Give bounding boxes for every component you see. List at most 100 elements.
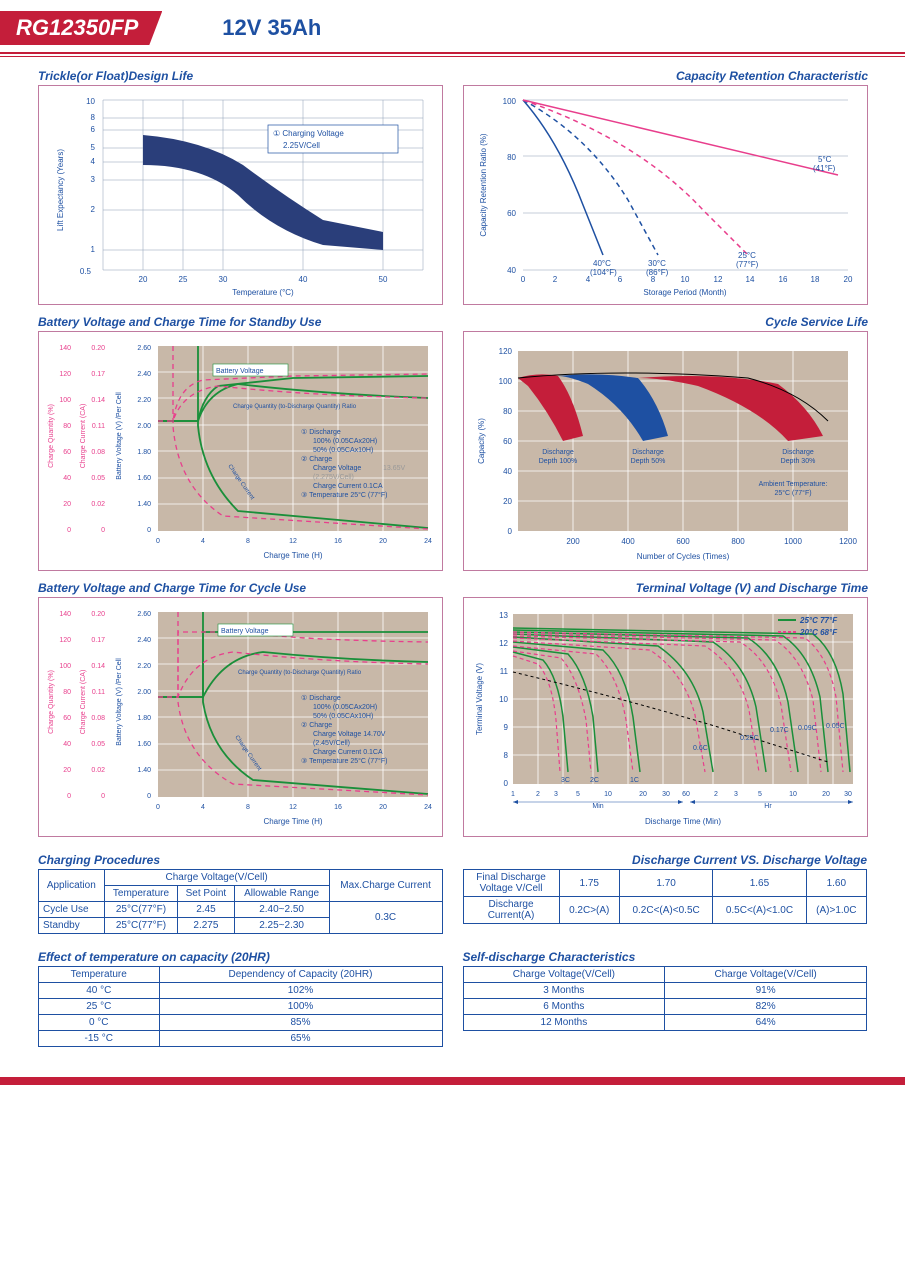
svg-text:100% (0.05CAx20H): 100% (0.05CAx20H) — [313, 704, 377, 711]
svg-text:0.05: 0.05 — [91, 475, 105, 482]
svg-text:20: 20 — [139, 275, 148, 284]
svg-text:0.14: 0.14 — [91, 397, 105, 404]
svg-text:100: 100 — [59, 397, 71, 404]
svg-text:10: 10 — [499, 695, 508, 704]
svg-text:0: 0 — [504, 779, 509, 788]
svg-text:120: 120 — [59, 371, 71, 378]
table-row: -15 °C65% — [39, 1031, 443, 1047]
svg-text:Charge Current (CA): Charge Current (CA) — [80, 404, 87, 469]
svg-text:10: 10 — [681, 275, 690, 284]
svg-text:5: 5 — [91, 143, 96, 152]
svg-text:Storage Period (Month): Storage Period (Month) — [643, 288, 726, 297]
svg-text:12: 12 — [289, 538, 297, 545]
svg-text:③ Temperature 25°C (77°F): ③ Temperature 25°C (77°F) — [301, 757, 387, 765]
svg-text:Min: Min — [592, 803, 603, 810]
svg-text:10: 10 — [86, 97, 95, 106]
svg-text:4: 4 — [91, 157, 96, 166]
table-row: Final Discharge Voltage V/Cell 1.75 1.70… — [463, 870, 867, 897]
svg-text:400: 400 — [621, 537, 635, 546]
svg-text:140: 140 — [59, 611, 71, 618]
svg-text:40: 40 — [299, 275, 308, 284]
svg-text:24: 24 — [424, 538, 432, 545]
svg-text:Charge Voltage: Charge Voltage — [313, 465, 361, 472]
svg-text:800: 800 — [731, 537, 745, 546]
table-title-discharge: Discharge Current VS. Discharge Voltage — [463, 853, 868, 867]
svg-text:Charge Quantity (to-Discharge: Charge Quantity (to-Discharge Quantity) … — [238, 670, 362, 676]
svg-text:20: 20 — [379, 538, 387, 545]
svg-text:600: 600 — [676, 537, 690, 546]
svg-text:4: 4 — [201, 538, 205, 545]
table-row: Cycle Use 25°C(77°F) 2.45 2.40~2.50 0.3C — [39, 902, 443, 918]
svg-text:(77°F): (77°F) — [736, 260, 759, 269]
svg-text:80: 80 — [63, 689, 71, 696]
svg-text:24: 24 — [424, 804, 432, 811]
svg-text:25: 25 — [179, 275, 188, 284]
svg-text:(2.45V/Cell): (2.45V/Cell) — [313, 740, 350, 747]
svg-text:0.5: 0.5 — [80, 267, 92, 276]
svg-text:40°C: 40°C — [593, 259, 611, 268]
svg-text:6: 6 — [91, 125, 96, 134]
svg-text:8: 8 — [91, 113, 96, 122]
svg-text:50% (0.05CAx10H): 50% (0.05CAx10H) — [313, 713, 373, 720]
svg-text:40: 40 — [63, 741, 71, 748]
svg-text:12: 12 — [499, 639, 508, 648]
svg-text:1.60: 1.60 — [137, 741, 151, 748]
chart-cycle: Battery Voltage Charge Quantity (to-Disc… — [38, 597, 443, 837]
header-banner: RG12350FP 12V 35Ah — [0, 8, 905, 48]
svg-text:16: 16 — [779, 275, 788, 284]
svg-text:2: 2 — [91, 205, 96, 214]
svg-text:0: 0 — [101, 527, 105, 534]
svg-text:Charge Quantity (%): Charge Quantity (%) — [48, 404, 55, 468]
svg-text:1000: 1000 — [784, 537, 802, 546]
table-title-charging: Charging Procedures — [38, 853, 443, 867]
svg-text:2.00: 2.00 — [137, 689, 151, 696]
chart-retention: 40°C (104°F) 30°C (86°F) 25°C (77°F) 5°C… — [463, 85, 868, 305]
svg-text:25°C 77°F: 25°C 77°F — [799, 616, 838, 625]
chart-terminal: 3C2C1C 0.6C0.25C 0.17C0.09C0.05C 25°C 77… — [463, 597, 868, 837]
svg-text:60: 60 — [507, 209, 516, 218]
svg-text:12: 12 — [714, 275, 723, 284]
svg-text:9: 9 — [504, 723, 509, 732]
svg-text:Capacity Retention Ratio (%): Capacity Retention Ratio (%) — [479, 133, 488, 236]
svg-text:10: 10 — [789, 791, 797, 798]
svg-text:100: 100 — [499, 377, 513, 386]
svg-text:Discharge: Discharge — [782, 449, 814, 456]
svg-text:Lift Expectancy (Years): Lift Expectancy (Years) — [56, 149, 65, 231]
svg-text:Battery Voltage: Battery Voltage — [216, 368, 264, 375]
svg-text:② Charge: ② Charge — [301, 721, 332, 729]
svg-text:Charge Current 0.1CA: Charge Current 0.1CA — [313, 483, 383, 490]
svg-text:40: 40 — [503, 467, 512, 476]
svg-text:3: 3 — [734, 791, 738, 798]
svg-text:0.14: 0.14 — [91, 663, 105, 670]
svg-text:0: 0 — [101, 793, 105, 800]
svg-text:1: 1 — [91, 245, 96, 254]
svg-text:100% (0.05CAx20H): 100% (0.05CAx20H) — [313, 438, 377, 445]
svg-text:30°C: 30°C — [648, 259, 666, 268]
table-charging: Application Charge Voltage(V/Cell) Max.C… — [38, 869, 443, 934]
svg-text:2.00: 2.00 — [137, 423, 151, 430]
svg-text:(41°F): (41°F) — [813, 164, 836, 173]
svg-text:Depth 50%: Depth 50% — [631, 458, 666, 465]
svg-text:40: 40 — [63, 475, 71, 482]
svg-text:20: 20 — [63, 767, 71, 774]
table-row: Discharge Current(A) 0.2C>(A) 0.2C<(A)<0… — [463, 897, 867, 924]
svg-text:1.40: 1.40 — [137, 501, 151, 508]
svg-text:Charge Voltage 14.70V: Charge Voltage 14.70V — [313, 731, 386, 738]
svg-text:30: 30 — [219, 275, 228, 284]
svg-text:60: 60 — [63, 715, 71, 722]
svg-text:Charge Current (CA): Charge Current (CA) — [80, 670, 87, 735]
svg-text:(104°F): (104°F) — [590, 268, 617, 277]
svg-text:2.60: 2.60 — [137, 611, 151, 618]
svg-text:1: 1 — [511, 791, 515, 798]
svg-text:Depth 100%: Depth 100% — [539, 458, 578, 465]
svg-text:120: 120 — [59, 637, 71, 644]
table-self-discharge: Charge Voltage(V/Cell) Charge Voltage(V/… — [463, 966, 868, 1031]
table-row: 0 °C85% — [39, 1015, 443, 1031]
svg-text:Temperature (°C): Temperature (°C) — [232, 288, 294, 297]
svg-text:2.20: 2.20 — [137, 397, 151, 404]
table-row: 25 °C100% — [39, 999, 443, 1015]
svg-text:3: 3 — [91, 175, 96, 184]
svg-text:80: 80 — [507, 153, 516, 162]
svg-text:80: 80 — [503, 407, 512, 416]
svg-text:Number of Cycles (Times): Number of Cycles (Times) — [637, 552, 730, 561]
